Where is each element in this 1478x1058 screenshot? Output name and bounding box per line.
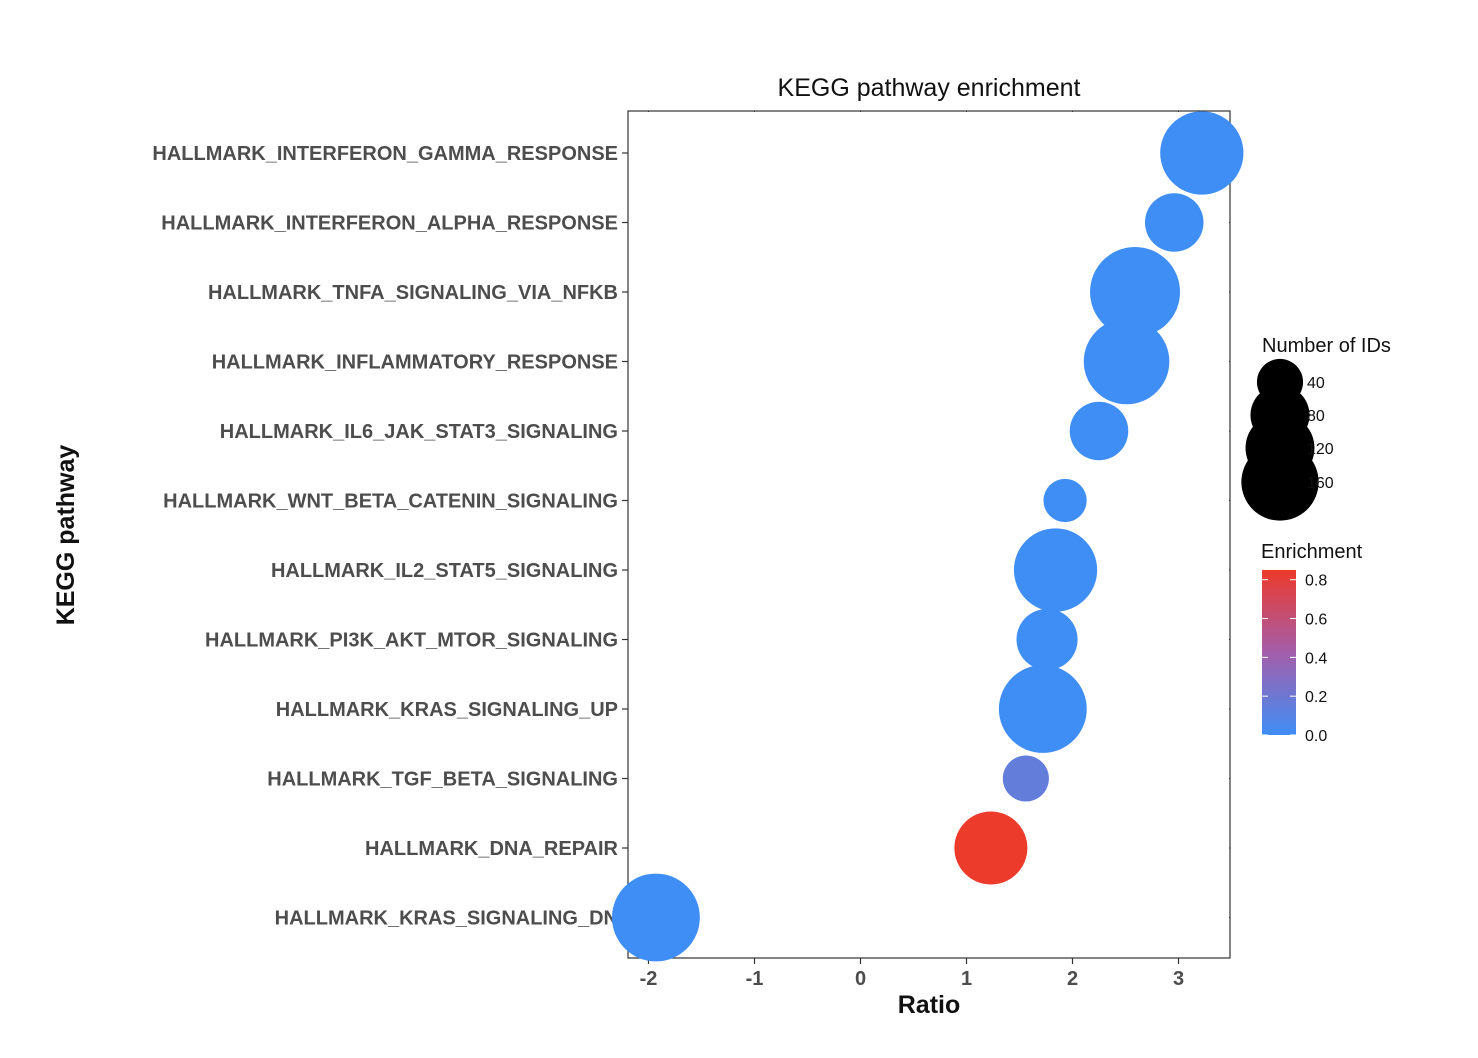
y-tick-label: HALLMARK_TNFA_SIGNALING_VIA_NFKB: [208, 282, 618, 304]
color-legend-label: 0.8: [1305, 573, 1327, 590]
color-legend-label: 0.4: [1305, 650, 1327, 667]
y-tick-label: HALLMARK_IL6_JAK_STAT3_SIGNALING: [220, 421, 618, 443]
y-axis: HALLMARK_INTERFERON_GAMMA_RESPONSE HALLMA…: [152, 143, 1230, 930]
x-tick-label: 1: [961, 968, 972, 990]
y-tick-label: HALLMARK_DNA_REPAIR: [365, 838, 619, 860]
size-legend-label: 40: [1307, 375, 1325, 392]
y-tick-label: HALLMARK_TGF_BETA_SIGNALING: [267, 769, 618, 791]
size-legend-title: Number of IDs: [1262, 335, 1391, 357]
color-legend-label: 0.0: [1305, 728, 1327, 745]
data-point: [1013, 528, 1098, 612]
data-point: [954, 811, 1028, 885]
y-tick-label: HALLMARK_PI3K_AKT_MTOR_SIGNALING: [205, 630, 618, 652]
data-point: [1160, 111, 1244, 195]
plot-panel: [627, 110, 1231, 959]
x-tick-label: -1: [746, 968, 764, 990]
x-tick-label: 3: [1173, 968, 1184, 990]
y-tick-label: HALLMARK_INTERFERON_ALPHA_RESPONSE: [161, 213, 618, 235]
data-point: [612, 873, 700, 962]
color-bar: [1262, 570, 1296, 735]
y-tick-label: HALLMARK_WNT_BETA_CATENIN_SIGNALING: [163, 491, 618, 513]
y-axis-title: KEGG pathway: [52, 445, 80, 626]
color-legend-title: Enrichment: [1261, 541, 1363, 563]
x-axis-title: Ratio: [898, 991, 961, 1019]
y-tick-label: HALLMARK_IL2_STAT5_SIGNALING: [271, 560, 618, 582]
x-tick-label: 2: [1067, 968, 1078, 990]
color-legend-label: 0.6: [1305, 612, 1327, 629]
size-legend-dot: [1241, 443, 1319, 521]
y-tick-label: HALLMARK_KRAS_SIGNALING_UP: [276, 699, 618, 721]
data-point: [1090, 246, 1181, 338]
x-tick-label: 0: [855, 968, 866, 990]
data-point: [1016, 608, 1078, 671]
data-points: [612, 111, 1244, 962]
y-tick-label: HALLMARK_INTERFERON_GAMMA_RESPONSE: [152, 143, 618, 165]
y-tick-label: HALLMARK_INFLAMMATORY_RESPONSE: [212, 352, 618, 374]
size-legend-label: 120: [1307, 441, 1334, 458]
y-tick-label: HALLMARK_KRAS_SIGNALING_DN: [275, 908, 618, 930]
x-axis: -2 -1 0 1 2 3: [640, 111, 1184, 990]
chart-title: KEGG pathway enrichment: [778, 74, 1081, 102]
data-point: [1002, 755, 1049, 802]
data-point: [998, 665, 1087, 753]
x-tick-label: -2: [640, 968, 658, 990]
color-legend: Enrichment 0.0 0.2 0.4 0.6 0.8: [1261, 541, 1363, 745]
size-legend-label: 80: [1307, 408, 1325, 425]
data-point: [1069, 401, 1129, 461]
data-point: [1083, 318, 1170, 405]
data-point: [1043, 478, 1087, 523]
size-legend-label: 160: [1307, 475, 1334, 492]
size-legend: Number of IDs 40 80 120 160: [1241, 335, 1391, 521]
color-legend-label: 0.2: [1305, 689, 1327, 706]
data-point: [1144, 193, 1204, 252]
